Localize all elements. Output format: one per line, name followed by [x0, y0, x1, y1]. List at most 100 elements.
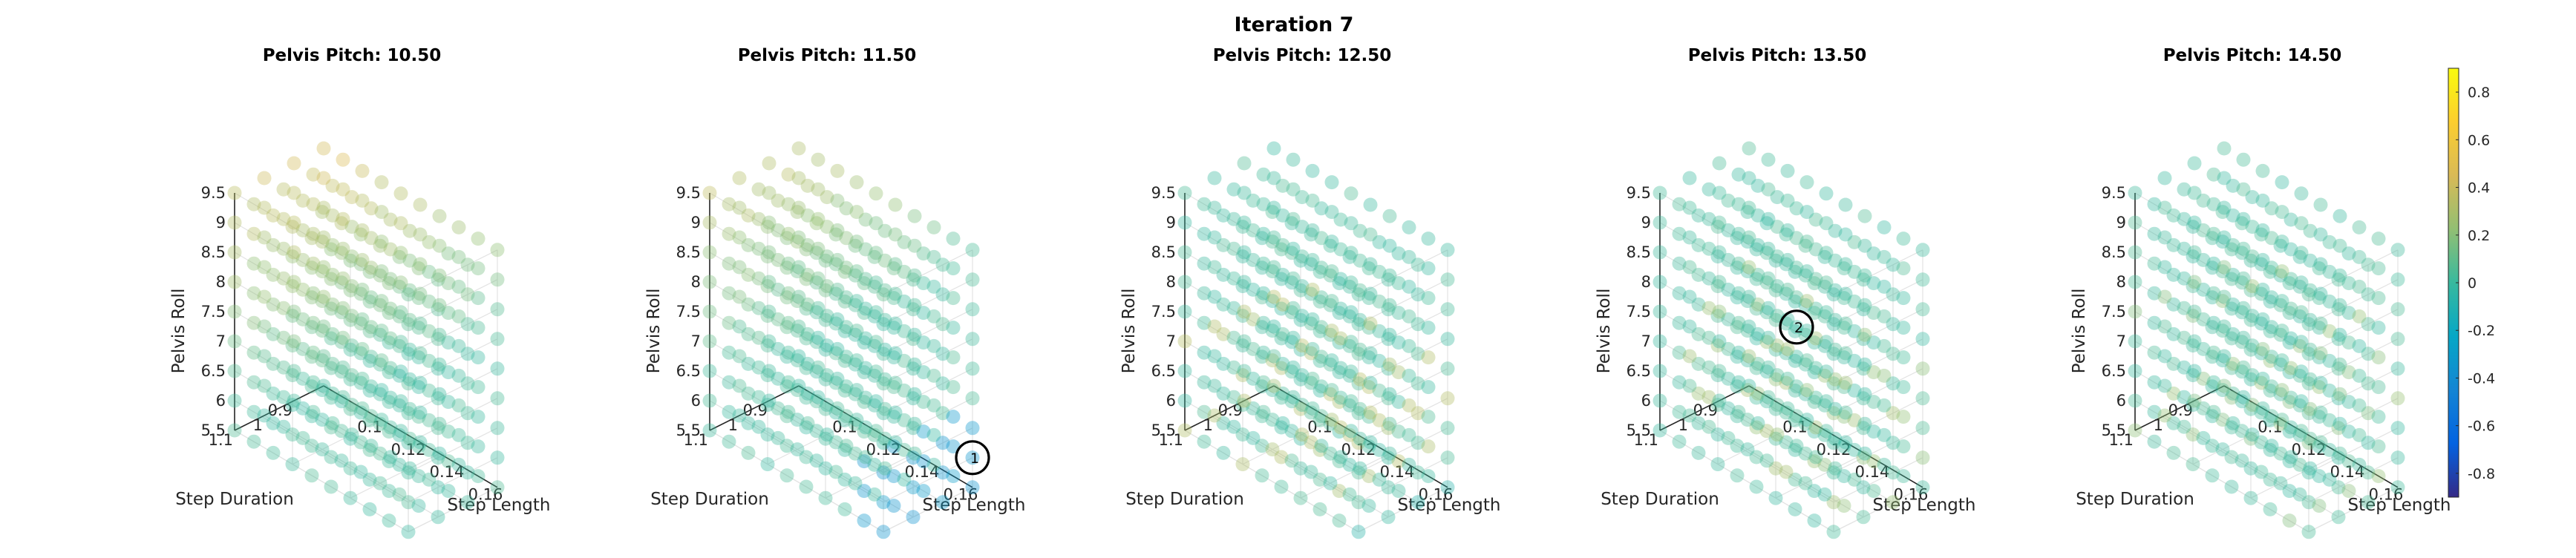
data-point [2224, 479, 2239, 494]
data-point [1701, 182, 1716, 197]
data-point [839, 260, 854, 275]
data-point [1682, 230, 1697, 245]
data-point [2275, 353, 2289, 368]
data-point [1256, 404, 1271, 419]
data-point [1361, 410, 1376, 424]
data-point [306, 345, 321, 360]
grid-line [1184, 192, 1359, 295]
data-point [2128, 186, 2142, 200]
data-point [1333, 242, 1348, 257]
data-point [869, 246, 883, 260]
data-point [1410, 287, 1425, 302]
data-point [809, 424, 824, 439]
data-point [266, 416, 281, 430]
data-point [1877, 457, 1892, 472]
data-point [285, 427, 300, 442]
data-point [343, 372, 358, 387]
x-tick-label: 0.1 [1782, 418, 1807, 436]
data-point [336, 271, 350, 286]
data-point [315, 442, 330, 457]
data-point [285, 398, 300, 413]
data-point [344, 279, 359, 294]
data-point [374, 324, 389, 338]
data-point [1177, 334, 1192, 349]
data-point [1817, 457, 1832, 472]
data-point [1372, 324, 1387, 338]
data-point [1440, 272, 1455, 287]
data-point [1344, 186, 1359, 201]
data-point [2294, 246, 2309, 260]
data-point [1246, 252, 1261, 267]
data-point [1788, 324, 1802, 338]
data-point [722, 197, 736, 211]
data-point [839, 349, 854, 364]
data-point [857, 365, 872, 380]
data-point [2361, 376, 2376, 391]
data-point [1256, 256, 1271, 271]
data-point [799, 450, 814, 465]
data-point [1286, 390, 1301, 404]
grid-line [1242, 419, 1333, 465]
data-point [382, 276, 396, 291]
data-point [1372, 413, 1387, 427]
x-tick-label: 0.16 [2369, 486, 2404, 504]
data-point [1807, 365, 1822, 380]
data-point [1828, 312, 1843, 327]
grid-line [1184, 252, 1359, 355]
data-point [820, 338, 834, 353]
data-point [2236, 390, 2251, 404]
data-point [1265, 324, 1280, 338]
data-point [1653, 215, 1667, 230]
data-point [1391, 395, 1406, 410]
data-point [1672, 256, 1687, 271]
data-point [287, 245, 301, 260]
data-point [886, 321, 901, 335]
data-point [1672, 434, 1687, 449]
data-point [2292, 368, 2307, 383]
data-point [383, 301, 398, 316]
grid-line [1184, 341, 1359, 444]
data-point [374, 383, 389, 398]
data-point [2263, 383, 2278, 398]
data-point [2205, 320, 2220, 335]
data-point [1440, 332, 1455, 347]
data-point [1857, 357, 1872, 372]
data-point [830, 282, 845, 297]
data-point [1177, 245, 1192, 260]
data-point [1710, 457, 1725, 472]
data-point [1768, 253, 1783, 268]
data-point [1780, 252, 1795, 267]
data-point [1653, 334, 1667, 349]
data-point [490, 361, 505, 376]
data-point [411, 261, 426, 276]
data-point [266, 267, 281, 282]
data-point [413, 375, 428, 390]
data-point [1896, 232, 1911, 246]
data-point [1817, 249, 1832, 264]
data-point [227, 304, 242, 319]
highlight-marker [1779, 309, 1814, 345]
data-point [791, 378, 806, 393]
data-point [411, 469, 426, 484]
data-point [1672, 375, 1687, 390]
data-point [858, 301, 873, 316]
grid-line [1300, 453, 1390, 499]
grid-line [709, 252, 884, 355]
data-point [1788, 264, 1802, 279]
data-point [1779, 227, 1794, 242]
data-point [1177, 364, 1192, 378]
data-point [1235, 457, 1250, 472]
data-point [1372, 383, 1387, 398]
data-point [382, 513, 396, 528]
data-point [2333, 238, 2347, 253]
data-point [2294, 364, 2309, 379]
data-point [401, 406, 416, 421]
data-point [2294, 216, 2309, 231]
data-point [2224, 420, 2239, 435]
data-point [1819, 305, 1834, 320]
data-point [1780, 193, 1795, 208]
data-point [1710, 338, 1725, 353]
data-point [877, 283, 892, 298]
data-point [315, 353, 330, 368]
data-point [1342, 279, 1357, 294]
